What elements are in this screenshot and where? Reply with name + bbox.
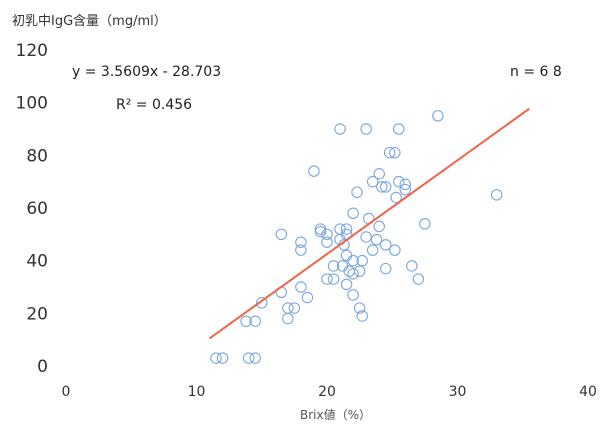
data-point [353, 302, 366, 314]
y-tick-label: 100 [16, 94, 48, 114]
data-point [412, 273, 425, 285]
y-tick-label: 60 [26, 199, 48, 219]
data-point [376, 181, 388, 193]
regression-trendline [208, 107, 530, 340]
y-tick-label: 120 [16, 41, 48, 61]
data-point [356, 310, 368, 322]
x-tick-label: 10 [188, 384, 206, 400]
x-axis-label: Brix値（%） [300, 408, 372, 422]
data-point [334, 123, 346, 135]
data-point [295, 281, 307, 293]
data-point [393, 175, 405, 188]
data-point [347, 268, 359, 280]
data-point [308, 165, 320, 177]
data-point [249, 315, 261, 327]
y-axis-ticks: 0 20 40 60 80 100 120 [16, 41, 48, 377]
data-point [360, 123, 372, 135]
x-axis-ticks: 0 10 20 30 40 [62, 384, 597, 400]
data-point [334, 223, 346, 235]
data-point [366, 175, 379, 188]
x-tick-label: 0 [62, 384, 71, 400]
y-axis-label: 初乳中IgG含量（mg/ml） [12, 14, 167, 29]
data-point [282, 302, 294, 314]
data-point [327, 260, 340, 272]
x-tick-label: 20 [318, 384, 336, 400]
y-tick-label: 80 [26, 146, 48, 166]
data-point [347, 254, 359, 267]
data-point [347, 289, 359, 301]
data-point [379, 181, 392, 193]
data-point [373, 220, 385, 233]
data-point [373, 168, 385, 180]
data-point [432, 110, 444, 122]
r-squared-label: R² = 0.456 [116, 97, 193, 113]
data-point [240, 315, 252, 327]
data-point [393, 123, 405, 135]
y-tick-label: 20 [26, 304, 48, 324]
data-point [340, 223, 353, 235]
data-point [370, 233, 383, 246]
data-point [295, 236, 307, 248]
data-point [360, 231, 372, 243]
x-tick-label: 40 [579, 384, 597, 400]
data-point [340, 249, 353, 262]
y-tick-label: 40 [26, 252, 48, 272]
data-point [383, 146, 396, 159]
data-point [379, 239, 392, 251]
data-point [216, 352, 229, 364]
data-point [389, 146, 401, 159]
data-point [249, 352, 261, 364]
data-point [255, 297, 268, 309]
data-point [389, 244, 401, 256]
data-point [399, 178, 412, 191]
trendline-group [208, 107, 530, 340]
data-point [314, 223, 327, 235]
data-points [210, 110, 503, 364]
data-point [353, 265, 366, 277]
data-point [275, 228, 288, 241]
data-point [321, 236, 333, 248]
data-point [419, 218, 431, 230]
data-point [321, 228, 333, 241]
data-point [282, 312, 294, 325]
x-tick-label: 30 [449, 384, 467, 400]
data-point [490, 189, 503, 201]
data-point [314, 225, 327, 238]
data-point [242, 352, 255, 364]
data-point [295, 244, 307, 256]
data-point [390, 191, 402, 204]
regression-equation: y = 3.5609x - 28.703 [72, 64, 222, 80]
data-point [347, 207, 359, 220]
data-point [288, 302, 301, 314]
data-point [321, 273, 333, 285]
y-tick-label: 0 [37, 357, 48, 377]
data-point [340, 278, 353, 291]
data-point [406, 260, 418, 272]
sample-size-label: n = 6 8 [510, 64, 562, 80]
data-point [351, 186, 363, 198]
data-point [356, 254, 368, 267]
data-point [327, 273, 340, 285]
data-point [366, 244, 379, 256]
data-point [399, 183, 412, 196]
data-point [210, 352, 222, 364]
data-point [379, 262, 392, 275]
data-point [301, 291, 314, 304]
